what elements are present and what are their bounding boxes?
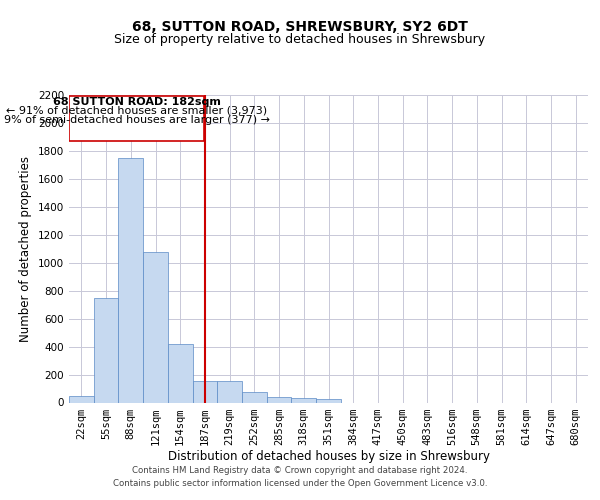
Text: 68 SUTTON ROAD: 182sqm: 68 SUTTON ROAD: 182sqm [53,97,221,107]
X-axis label: Distribution of detached houses by size in Shrewsbury: Distribution of detached houses by size … [167,450,490,464]
Text: Contains HM Land Registry data © Crown copyright and database right 2024.: Contains HM Land Registry data © Crown c… [132,466,468,475]
Bar [267,397,292,402]
Bar [118,158,143,402]
Bar [69,396,94,402]
Text: 9% of semi-detached houses are larger (377) →: 9% of semi-detached houses are larger (3… [4,114,270,124]
Text: Contains public sector information licensed under the Open Government Licence v3: Contains public sector information licen… [113,479,487,488]
Bar [143,252,168,402]
Bar [168,344,193,403]
Bar [292,398,316,402]
Text: 68, SUTTON ROAD, SHREWSBURY, SY2 6DT: 68, SUTTON ROAD, SHREWSBURY, SY2 6DT [132,20,468,34]
Bar [217,381,242,402]
Bar [242,392,267,402]
Text: Size of property relative to detached houses in Shrewsbury: Size of property relative to detached ho… [115,32,485,46]
Bar [94,298,118,403]
Bar [193,381,217,402]
Bar [316,400,341,402]
FancyBboxPatch shape [70,96,205,141]
Text: ← 91% of detached houses are smaller (3,973): ← 91% of detached houses are smaller (3,… [7,106,268,116]
Y-axis label: Number of detached properties: Number of detached properties [19,156,32,342]
